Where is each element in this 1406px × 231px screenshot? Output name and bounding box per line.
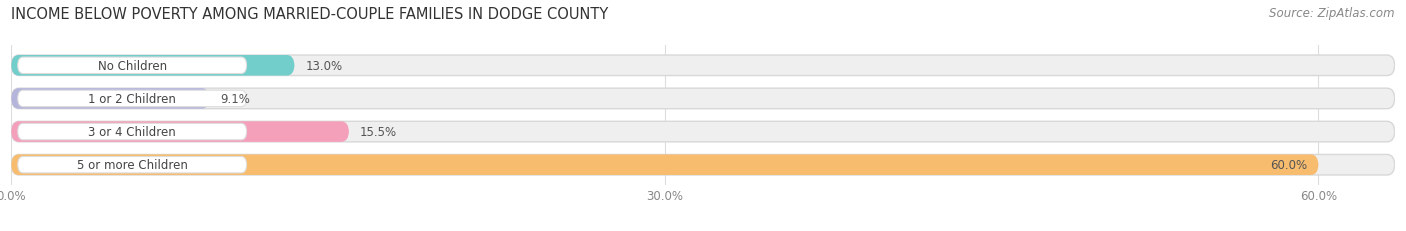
FancyBboxPatch shape xyxy=(18,157,246,173)
FancyBboxPatch shape xyxy=(18,58,246,74)
Text: 60.0%: 60.0% xyxy=(1271,158,1308,171)
FancyBboxPatch shape xyxy=(11,122,1395,142)
Text: 3 or 4 Children: 3 or 4 Children xyxy=(89,125,176,138)
FancyBboxPatch shape xyxy=(18,124,246,140)
Text: 13.0%: 13.0% xyxy=(305,60,343,73)
FancyBboxPatch shape xyxy=(11,56,294,76)
FancyBboxPatch shape xyxy=(11,155,1319,175)
Text: 15.5%: 15.5% xyxy=(360,125,396,138)
FancyBboxPatch shape xyxy=(11,122,349,142)
FancyBboxPatch shape xyxy=(11,56,1395,76)
Text: No Children: No Children xyxy=(97,60,167,73)
FancyBboxPatch shape xyxy=(18,91,246,107)
Text: 1 or 2 Children: 1 or 2 Children xyxy=(89,93,176,106)
Text: INCOME BELOW POVERTY AMONG MARRIED-COUPLE FAMILIES IN DODGE COUNTY: INCOME BELOW POVERTY AMONG MARRIED-COUPL… xyxy=(11,7,609,22)
FancyBboxPatch shape xyxy=(11,155,1395,175)
Text: Source: ZipAtlas.com: Source: ZipAtlas.com xyxy=(1270,7,1395,20)
FancyBboxPatch shape xyxy=(11,89,1395,109)
Text: 5 or more Children: 5 or more Children xyxy=(77,158,187,171)
Text: 9.1%: 9.1% xyxy=(221,93,250,106)
FancyBboxPatch shape xyxy=(11,89,209,109)
